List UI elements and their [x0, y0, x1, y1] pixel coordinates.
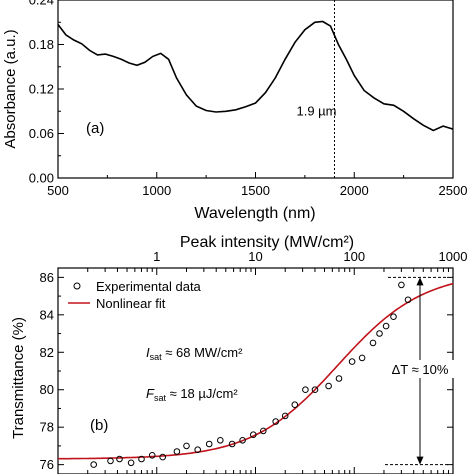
experimental-point: [228, 440, 236, 448]
x-tick-label-a-500: 500: [47, 183, 69, 198]
experimental-point: [205, 440, 213, 448]
panel-a: 500 1000 1500 2000 25000.000.060.120.180.24 …: [2, 0, 467, 222]
top-x-tick-label-100: 100: [343, 249, 365, 264]
top-x-tick-label-10: 10: [248, 249, 262, 264]
experimental-point: [173, 448, 181, 455]
isat-annotation: Isat ≈ 68 MW/cm²: [146, 345, 243, 362]
y-tick-label-b-76: 76: [40, 457, 54, 472]
legend-label-experimental: Experimental data: [96, 279, 202, 294]
experimental-point: [335, 375, 343, 382]
panel-a-x-axis-label: Wavelength (nm): [194, 205, 315, 222]
experimental-point: [325, 382, 332, 390]
experimental-point: [127, 459, 135, 467]
experimental-point: [369, 339, 377, 347]
experimental-point: [390, 313, 397, 321]
x-tick-label-a-2000: 2000: [340, 183, 369, 198]
experimental-point: [194, 446, 201, 454]
y-tick-label-b-80: 80: [40, 382, 54, 397]
experimental-point: [302, 386, 309, 394]
fsat-variable: F: [146, 386, 155, 401]
absorbance-curve: [57, 20, 454, 132]
panel-a-y-axis-label: Absorbance (a.u.): [2, 29, 19, 148]
experimental-point: [348, 358, 356, 365]
fsat-value: ≈ 18 µJ/cm²: [166, 386, 238, 401]
experimental-point: [272, 418, 280, 425]
delta-arrow-head-bottom: [416, 456, 424, 465]
panel-b-x-axis-label: Peak intensity (MW/cm²): [180, 234, 354, 251]
panel-a-ticks: 500 1000 1500 2000 2500 0.00 0.06 0.12 0.18 0.24: [29, 0, 468, 198]
experimental-point: [404, 296, 412, 304]
wavelength-marker-label: 1.9 µm: [296, 103, 336, 118]
top-x-tick-label-1: 1: [153, 249, 160, 264]
delta-arrow-head-top: [416, 277, 424, 286]
experimental-point: [311, 386, 319, 394]
y-tick-label-a-2: 0.12: [29, 82, 54, 97]
fsat-annotation: Fsat ≈ 18 µJ/cm²: [146, 386, 238, 403]
panel-a-frame: [57, 0, 454, 179]
isat-value: ≈ 68 MW/cm²: [162, 345, 243, 360]
x-tick-label-a-2500: 2500: [439, 183, 468, 198]
experimental-point: [250, 431, 257, 439]
experimental-point: [291, 401, 299, 409]
experimental-point: [116, 455, 123, 463]
y-tick-label-a-3: 0.18: [29, 37, 54, 52]
y-tick-label-b-86: 86: [40, 270, 54, 285]
experimental-point: [90, 461, 97, 468]
panel-a-label: (a): [86, 120, 104, 137]
experimental-point: [217, 437, 224, 444]
legend-marker-experimental: [73, 282, 81, 290]
legend-label-fit: Nonlinear fit: [96, 296, 166, 311]
experimental-point: [382, 322, 390, 330]
experimental-point: [159, 453, 166, 461]
y-tick-label-a-1: 0.06: [29, 126, 54, 141]
delta-t-label: ΔT ≈ 10%: [392, 362, 449, 377]
experimental-point: [239, 437, 246, 444]
y-tick-label-b-84: 84: [40, 307, 54, 322]
isat-subscript: sat: [150, 352, 163, 362]
experimental-point: [183, 442, 190, 450]
panel-b-label: (b): [90, 417, 108, 434]
experimental-point: [148, 452, 156, 459]
fsat-subscript: sat: [154, 393, 167, 403]
experimental-point: [107, 457, 114, 465]
experimental-point: [376, 330, 383, 337]
legend: Experimental data Nonlinear fit: [68, 279, 202, 311]
experimental-point: [260, 427, 267, 435]
x-tick-label-a-1500: 1500: [241, 183, 270, 198]
y-tick-label-b-78: 78: [40, 420, 54, 435]
experimental-point: [398, 281, 405, 289]
isat-variable: I: [146, 345, 150, 360]
panel-b-ticks: 1 10 100 1000 76 78 80 82 84 86: [40, 249, 468, 474]
delta-label-background: [386, 360, 454, 378]
panel-b: 1 10 100 1000 76 78 80 82 84 86 Peak intensity (M…: [10, 234, 467, 474]
panel-b-y-axis-label: Transmittance (%): [10, 317, 27, 439]
experimental-point: [358, 354, 366, 362]
y-tick-label-b-82: 82: [40, 345, 54, 360]
nonlinear-fit-curve: [58, 282, 454, 460]
y-tick-label-a-4: 0.24: [29, 0, 54, 8]
experimental-point: [281, 412, 289, 420]
experimental-data-points: [90, 281, 412, 468]
y-tick-label-a-0: 0.00: [29, 171, 54, 186]
top-x-tick-label-1000: 1000: [439, 249, 468, 264]
experimental-point: [138, 455, 145, 463]
x-tick-label-a-1000: 1000: [142, 183, 171, 198]
